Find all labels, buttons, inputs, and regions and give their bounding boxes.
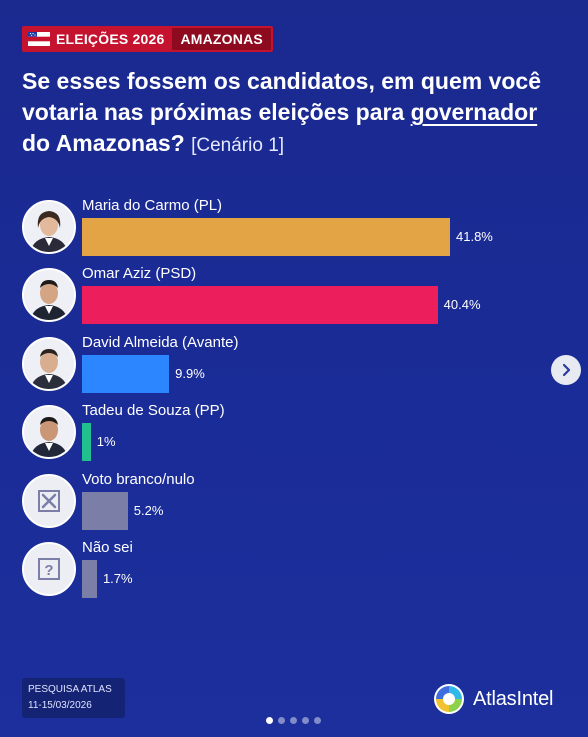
result-row: Tadeu de Souza (PP) 1% [20,402,540,465]
result-bar [82,354,170,393]
result-bar [82,286,438,325]
result-value-label: 41.8% [456,229,493,244]
tag-region-label: AMAZONAS [172,28,271,50]
option-label: Maria do Carmo (PL) [82,197,223,214]
candidate-photo [22,200,76,254]
tag-state-label: ELEIÇÕES 2026 [54,28,173,50]
result-row: ? Não sei 1.7% [20,539,540,602]
question-highlight: governador [410,99,538,125]
option-label: Omar Aziz (PSD) [82,265,197,283]
survey-dates: 11-15/03/2026 [28,700,92,711]
option-label: David Almeida (Avante) [82,333,239,351]
carousel-dot[interactable] [314,717,321,724]
question-text: Se esses fossem os candidatos, em quem v… [22,68,542,125]
survey-info: PESQUISA ATLAS 11-15/03/2026 [22,678,125,718]
result-value-label: 40.4% [443,297,481,313]
result-row: David Almeida (Avante) 9.9% [20,333,540,397]
survey-label: PESQUISA ATLAS [28,684,112,695]
svg-text:?: ? [44,562,53,579]
scenario-label: [Cenário 1] [191,135,285,156]
option-label: Tadeu de Souza (PP) [82,402,225,420]
question-box-icon: ? [22,542,76,596]
brand: AtlasIntel [433,682,553,716]
result-bar [82,560,97,598]
result-row: Voto branco/nulo 5.2% [20,470,540,534]
chevron-right-icon [562,363,571,377]
poll-question: Se esses fossem os candidatos, em quem v… [22,66,562,161]
result-row: Omar Aziz (PSD) 40.4% [20,265,540,328]
result-value-label: 9.9% [175,365,205,381]
result-value-label: 1% [96,434,116,450]
carousel-dot[interactable] [290,717,297,724]
carousel-dot[interactable] [302,717,309,724]
result-value-label: 1.7% [102,571,133,586]
atlasintel-logo-icon [434,684,464,714]
result-value-label: 5.2% [133,502,164,518]
result-bar [82,218,450,256]
option-label: Voto branco/nulo [82,470,195,488]
result-row: Maria do Carmo (PL) 41.8% [20,197,540,260]
election-tag: ELEIÇÕES 2026 AMAZONAS [22,26,273,52]
result-bar [82,491,128,530]
option-label: Não sei [82,539,133,556]
candidate-photo [22,405,76,460]
amazonas-flag-icon [24,28,54,50]
brand-name: AtlasIntel [473,687,554,710]
carousel-dot[interactable] [266,717,273,724]
result-bar [82,423,91,462]
candidate-photo [22,268,76,323]
carousel-dot[interactable] [278,717,285,724]
carousel-dots [266,717,321,724]
x-box-icon [22,473,76,528]
candidate-photo [22,336,76,391]
question-text-end: do Amazonas? [22,130,192,156]
next-slide-button[interactable] [551,355,581,385]
